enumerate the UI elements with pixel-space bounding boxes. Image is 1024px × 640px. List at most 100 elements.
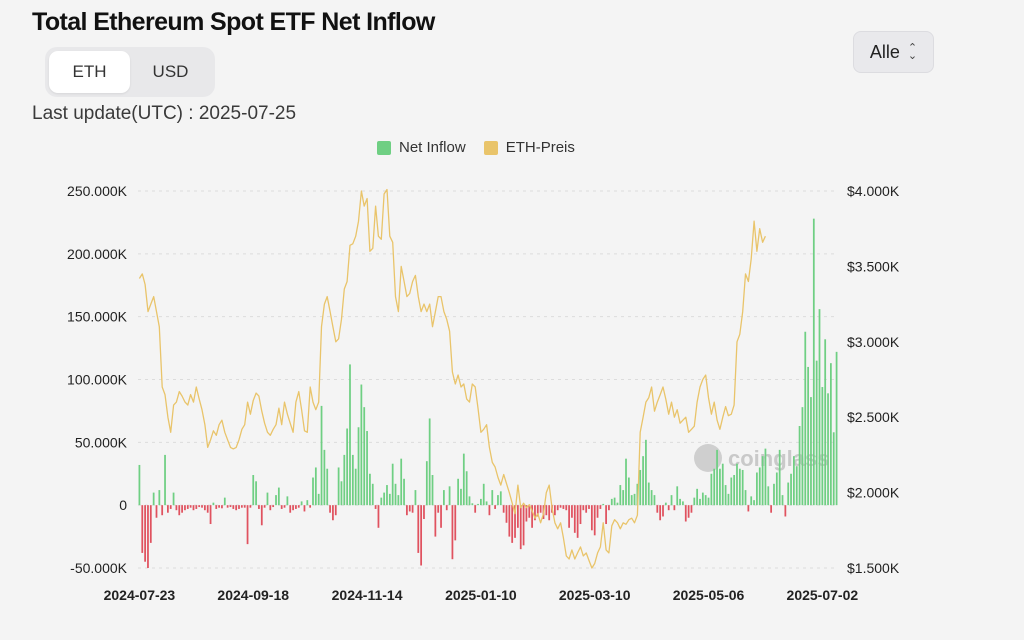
inflow-bar <box>320 405 323 506</box>
inflow-bar <box>249 505 252 508</box>
inflow-bar <box>383 492 386 506</box>
inflow-bar <box>502 505 505 513</box>
inflow-bar <box>571 505 573 518</box>
inflow-bar <box>525 505 528 522</box>
x-tick-label: 2024-09-18 <box>217 587 289 603</box>
inflow-bar <box>596 505 599 518</box>
inflow-bar <box>243 505 246 508</box>
inflow-bar <box>497 495 499 506</box>
inflow-bar <box>553 505 556 516</box>
inflow-bar <box>238 505 240 509</box>
inflow-bar <box>411 505 414 513</box>
legend-item-net-inflow[interactable]: Net Inflow <box>377 139 466 156</box>
y-tick-label-left: 50.000K <box>75 434 128 450</box>
inflow-bar <box>662 505 664 517</box>
inflow-bar <box>804 331 807 506</box>
inflow-bar <box>642 456 644 506</box>
inflow-bar <box>707 497 710 506</box>
inflow-bar <box>323 449 326 506</box>
inflow-bar <box>505 505 508 523</box>
inflow-bar <box>548 505 551 521</box>
inflow-bar <box>568 505 570 528</box>
inflow-bar <box>733 475 736 506</box>
inflow-bar <box>172 492 175 506</box>
inflow-bar <box>761 456 764 506</box>
inflow-bar <box>280 505 283 509</box>
inflow-bar <box>428 418 431 506</box>
inflow-bar <box>562 505 565 509</box>
inflow-bar <box>152 492 155 506</box>
inflow-bar <box>565 505 568 511</box>
inflow-bar <box>420 505 423 566</box>
inflow-bar <box>659 505 662 521</box>
inflow-bar <box>775 472 778 506</box>
unit-eth-button[interactable]: ETH <box>49 51 130 93</box>
inflow-bar <box>468 496 471 506</box>
inflow-bar <box>730 477 733 506</box>
inflow-bar <box>212 502 215 506</box>
watermark: coinglass <box>728 446 829 471</box>
inflow-bar <box>374 505 377 509</box>
y-tick-label-right: $2.000K <box>847 485 900 501</box>
inflow-bar <box>400 458 403 506</box>
y-tick-label-right: $3.000K <box>847 334 900 350</box>
inflow-bar <box>397 495 400 506</box>
inflow-bar <box>519 505 522 550</box>
inflow-bar <box>158 490 161 506</box>
inflow-bar <box>585 505 588 513</box>
inflow-bar <box>807 366 809 506</box>
y-tick-label-left: 0 <box>119 497 127 513</box>
inflow-bar <box>451 505 454 560</box>
inflow-bar <box>539 505 542 513</box>
inflow-bar <box>579 505 582 525</box>
inflow-bar <box>371 483 374 506</box>
inflow-bar <box>329 505 331 513</box>
inflow-bar <box>593 505 596 536</box>
inflow-bar <box>582 505 585 511</box>
inflow-bar <box>377 505 380 528</box>
inflow-bar <box>778 449 781 506</box>
inflow-bar <box>559 505 562 508</box>
x-tick-label: 2024-07-23 <box>104 587 176 603</box>
inflow-bar <box>605 505 607 525</box>
y-tick-label-right: $4.000K <box>847 183 900 199</box>
inflow-bar <box>724 485 727 506</box>
unit-usd-button[interactable]: USD <box>152 62 189 81</box>
inflow-bar <box>801 407 804 506</box>
inflow-bar <box>246 505 249 545</box>
inflow-bar <box>682 501 684 506</box>
inflow-bar <box>226 505 229 508</box>
inflow-bar <box>332 505 334 521</box>
inflow-bar <box>201 505 203 508</box>
inflow-bar <box>417 505 420 553</box>
inflow-bar <box>482 483 485 506</box>
inflow-bar <box>750 496 753 506</box>
inflow-bar <box>232 505 235 509</box>
legend-item-eth-price[interactable]: ETH-Preis <box>483 139 575 156</box>
unit-toggle: ETH USD <box>45 47 215 97</box>
inflow-bar <box>462 453 465 506</box>
inflow-bar <box>260 505 263 526</box>
inflow-bar <box>747 505 750 512</box>
inflow-bar <box>480 498 482 506</box>
inflow-bar <box>408 505 411 512</box>
inflow-bar <box>167 505 169 513</box>
inflow-bar <box>198 505 201 508</box>
inflow-bar <box>667 505 670 511</box>
inflow-bar <box>630 495 633 506</box>
inflow-bar <box>434 505 437 537</box>
inflow-bar <box>576 505 579 538</box>
inflow-bar <box>312 477 314 506</box>
inflow-bar <box>337 467 340 506</box>
x-tick-label: 2025-03-10 <box>559 587 631 603</box>
time-range-select[interactable]: Alle ⌃ ⌄ <box>853 31 934 73</box>
inflow-bar <box>781 495 784 506</box>
inflow-bar <box>181 505 183 513</box>
inflow-bar <box>394 483 397 506</box>
inflow-bar <box>357 427 360 506</box>
inflow-bar <box>297 505 300 508</box>
inflow-bar <box>590 505 593 531</box>
inflow-bar <box>454 505 457 541</box>
inflow-bar <box>309 505 312 508</box>
